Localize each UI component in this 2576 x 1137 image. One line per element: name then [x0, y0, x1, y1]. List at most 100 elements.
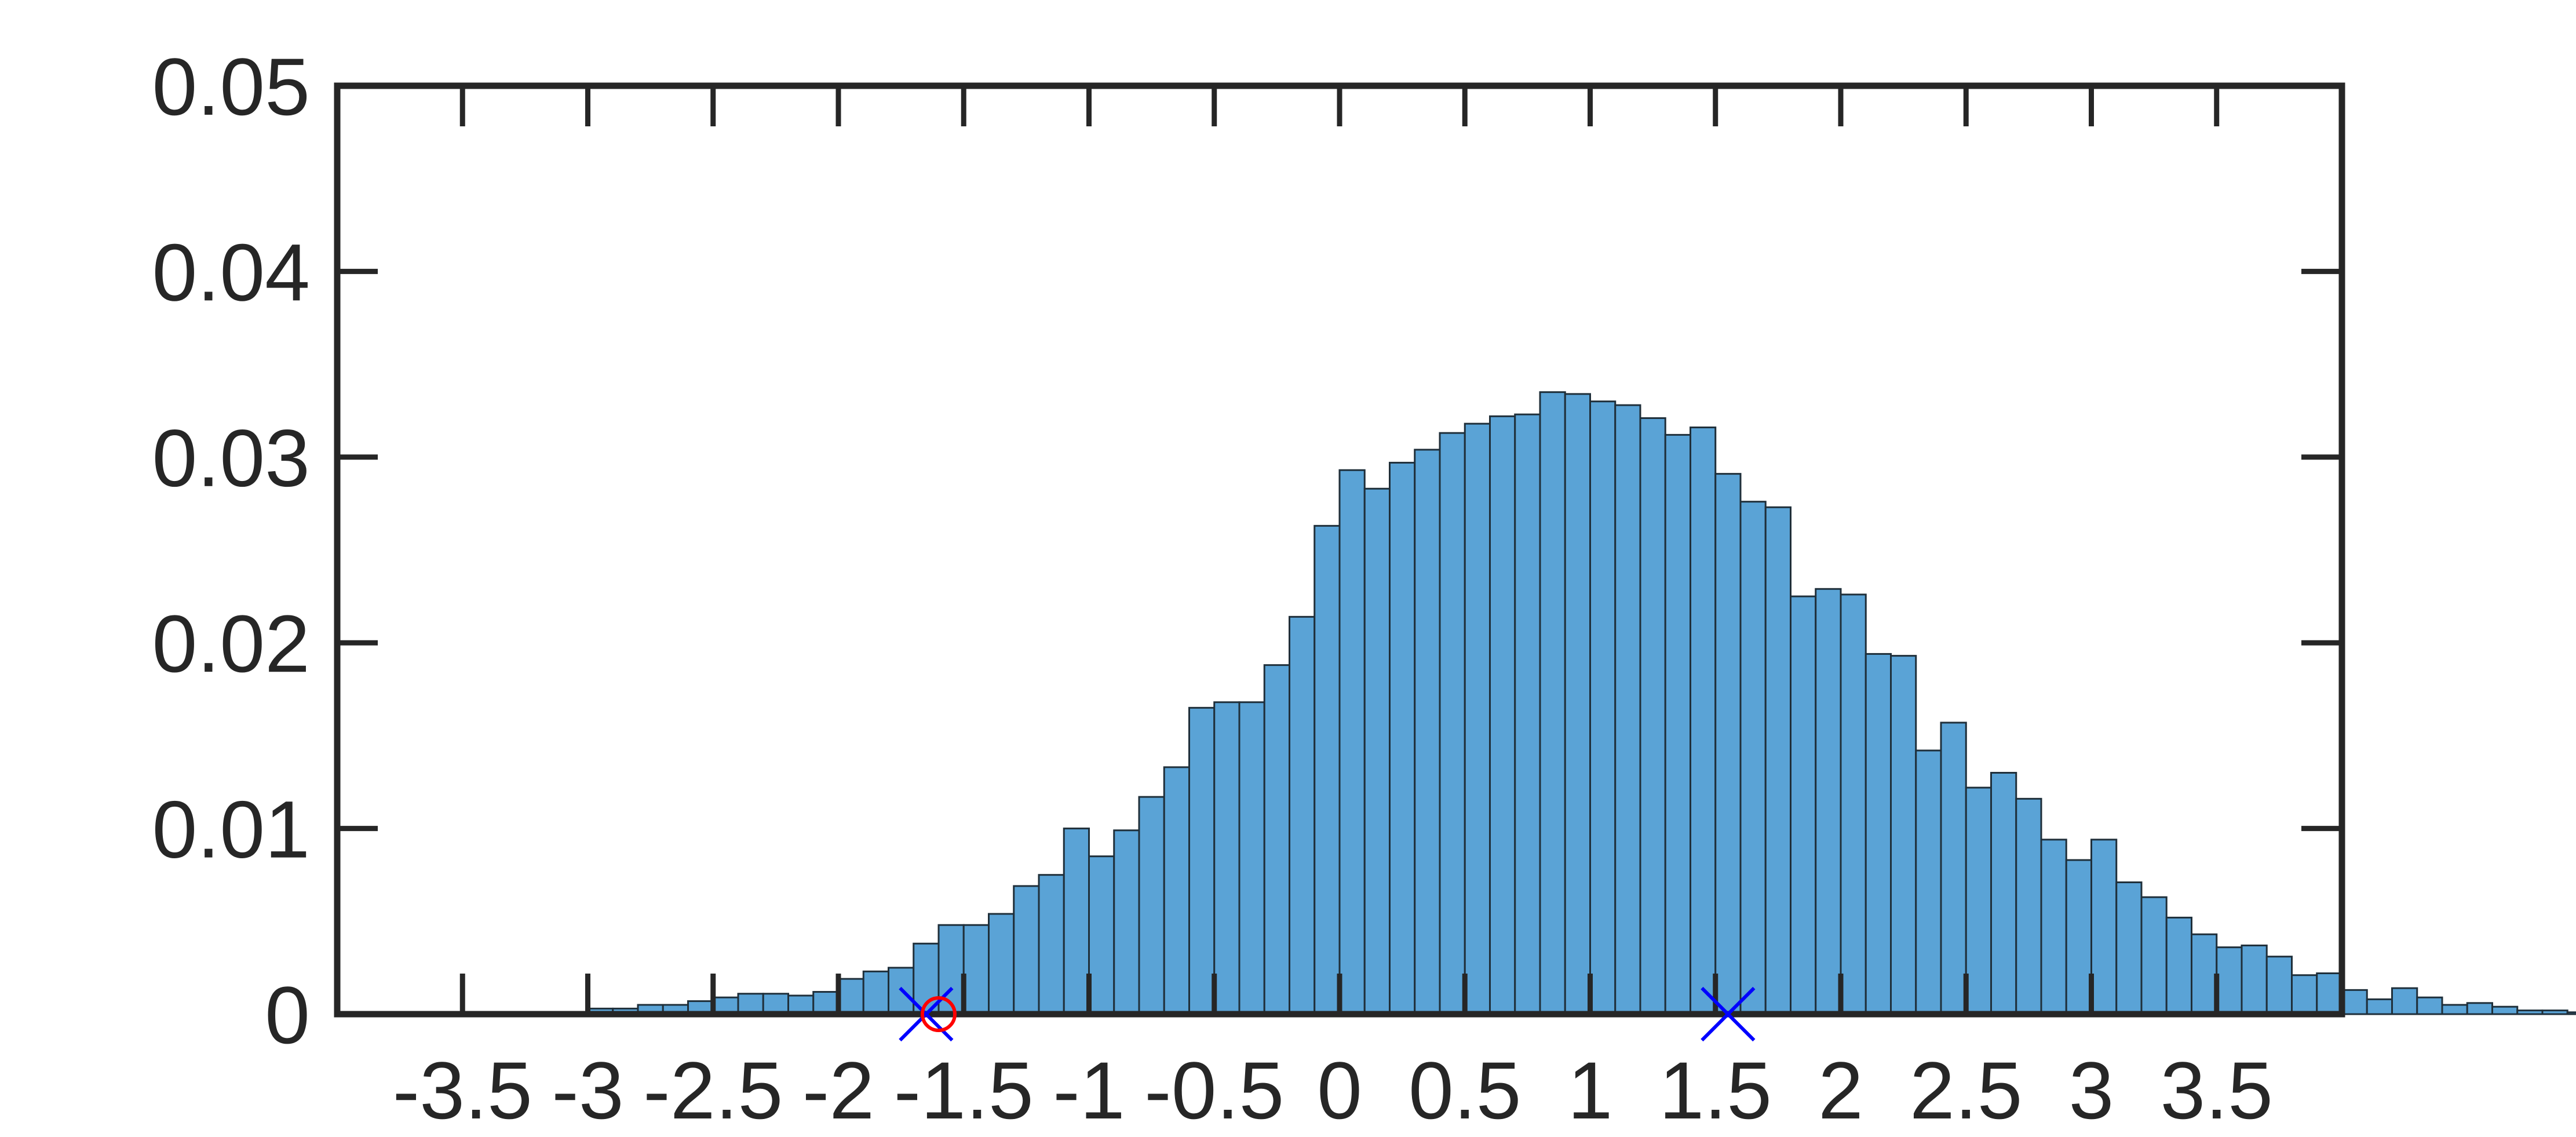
x-tick-label: -3 — [552, 1045, 623, 1136]
x-tick-label: 3.5 — [2160, 1045, 2273, 1136]
y-tick-label: 0.01 — [152, 784, 310, 875]
data-markers — [899, 986, 1756, 1042]
x-tick-label: -1.5 — [894, 1045, 1034, 1136]
histogram-bar — [1013, 885, 1040, 1015]
histogram-bar — [1790, 595, 1817, 1015]
histogram-bar — [1714, 473, 1742, 1015]
histogram-bar — [1138, 796, 1165, 1015]
histogram-bar — [1539, 391, 1566, 1015]
histogram-bar — [1865, 653, 1892, 1015]
x-tick-label: 2 — [1818, 1045, 1863, 1136]
histogram-bar — [1614, 404, 1641, 1015]
histogram-bar — [1840, 593, 1867, 1015]
histogram-bar — [1589, 400, 1617, 1015]
histogram-bar — [1890, 655, 1917, 1015]
histogram-bar — [2391, 987, 2418, 1015]
x-tick-label: 0.5 — [1409, 1045, 1521, 1136]
histogram-bar — [2491, 1005, 2519, 1015]
histogram-bar — [937, 924, 965, 1015]
x-marker — [1701, 986, 1756, 1042]
histogram-bar — [1965, 786, 1992, 1015]
histogram-bar — [962, 924, 990, 1015]
histogram-bar — [2441, 1004, 2468, 1015]
histogram-bar — [1338, 469, 1366, 1015]
x-axis-tick-labels: -3.5 -3 -2.5 -2 -1.5 -1 -0.5 0 0.5 1 1.5 2 2.5 3 3.5 — [393, 1045, 2273, 1136]
x-tick-label: -1 — [1053, 1045, 1125, 1136]
histogram-bar — [1188, 706, 1216, 1015]
histogram-bar — [1739, 501, 1767, 1015]
histogram-bar — [2165, 916, 2192, 1015]
histogram-bar — [1213, 701, 1240, 1015]
histogram-bar — [2265, 956, 2293, 1015]
histogram-bar — [1514, 413, 1541, 1015]
y-tick-label: 0.03 — [152, 413, 310, 504]
histogram-bar — [2316, 972, 2343, 1015]
histogram-bar — [2366, 998, 2393, 1015]
histogram-bar — [2566, 1011, 2576, 1015]
histogram-bar — [2191, 933, 2218, 1015]
x-tick-label: -2.5 — [643, 1045, 783, 1136]
histogram-bar — [1363, 487, 1391, 1015]
histogram-bars — [461, 391, 2576, 1015]
x-tick-label: -2 — [802, 1045, 874, 1136]
x-marker — [899, 986, 954, 1042]
circle-marker — [921, 996, 957, 1032]
histogram-bar — [2216, 946, 2243, 1015]
x-tick-label: 1 — [1568, 1045, 1613, 1136]
x-tick-label: -3.5 — [393, 1045, 532, 1136]
x-tick-label: -0.5 — [1144, 1045, 1284, 1136]
histogram-bar — [1764, 506, 1791, 1015]
histogram-bar — [812, 991, 840, 1015]
axes-box — [334, 82, 2345, 1018]
histogram-bar — [1564, 393, 1591, 1015]
y-tick-label: 0.05 — [152, 41, 310, 132]
histogram-bar — [2140, 896, 2168, 1015]
x-tick-label: 3 — [2069, 1045, 2114, 1136]
histogram-bar — [1940, 721, 1967, 1015]
histogram-bar — [1389, 461, 1416, 1015]
y-tick-label: 0 — [265, 970, 310, 1061]
axis-tick-marks — [337, 83, 2342, 1017]
histogram-bar — [1289, 615, 1316, 1015]
histogram-bar — [1464, 422, 1491, 1015]
histogram-bar — [2015, 797, 2042, 1015]
histogram-bar — [1313, 524, 1341, 1015]
x-tick-label: 1.5 — [1659, 1045, 1772, 1136]
y-tick-label: 0.04 — [152, 227, 310, 318]
histogram-bar — [1915, 749, 1942, 1015]
histogram-bar — [2115, 881, 2143, 1015]
histogram-bar — [1439, 432, 1466, 1015]
x-tick-label: 0 — [1317, 1045, 1362, 1136]
histogram-bar — [2416, 996, 2443, 1015]
histogram-bar — [1690, 427, 1717, 1015]
histogram-bar — [1038, 874, 1065, 1015]
y-axis-tick-labels: 0 0.01 0.02 0.03 0.04 0.05 — [152, 41, 310, 1061]
histogram-bar — [2466, 1002, 2493, 1015]
histogram-bar — [2065, 859, 2092, 1015]
histogram-bar — [1063, 828, 1090, 1015]
histogram-bar — [837, 978, 864, 1015]
histogram-bar — [1664, 433, 1691, 1015]
histogram-bar — [1113, 829, 1140, 1015]
histogram-bar — [1163, 766, 1190, 1015]
histogram-bar — [1414, 449, 1441, 1015]
histogram-bar — [2291, 974, 2318, 1015]
histogram-bar — [1238, 701, 1265, 1015]
histogram-bar — [1263, 664, 1290, 1015]
histogram-bar — [2241, 944, 2268, 1015]
x-tick-label: 2.5 — [1910, 1045, 2023, 1136]
histogram-bar — [2341, 989, 2368, 1015]
histogram-bar — [1489, 415, 1516, 1015]
histogram-bar — [1815, 588, 1842, 1015]
histogram-bar — [988, 913, 1015, 1015]
histogram-bar — [1639, 417, 1666, 1015]
histogram-bar — [2040, 839, 2067, 1015]
histogram-bar — [1990, 771, 2017, 1015]
histogram-bar — [1088, 855, 1115, 1015]
histogram-bar — [2516, 1010, 2544, 1015]
histogram-bar — [2090, 839, 2118, 1015]
y-tick-label: 0.02 — [152, 598, 310, 689]
histogram-bar — [862, 970, 889, 1015]
histogram-bar — [2541, 1010, 2568, 1015]
